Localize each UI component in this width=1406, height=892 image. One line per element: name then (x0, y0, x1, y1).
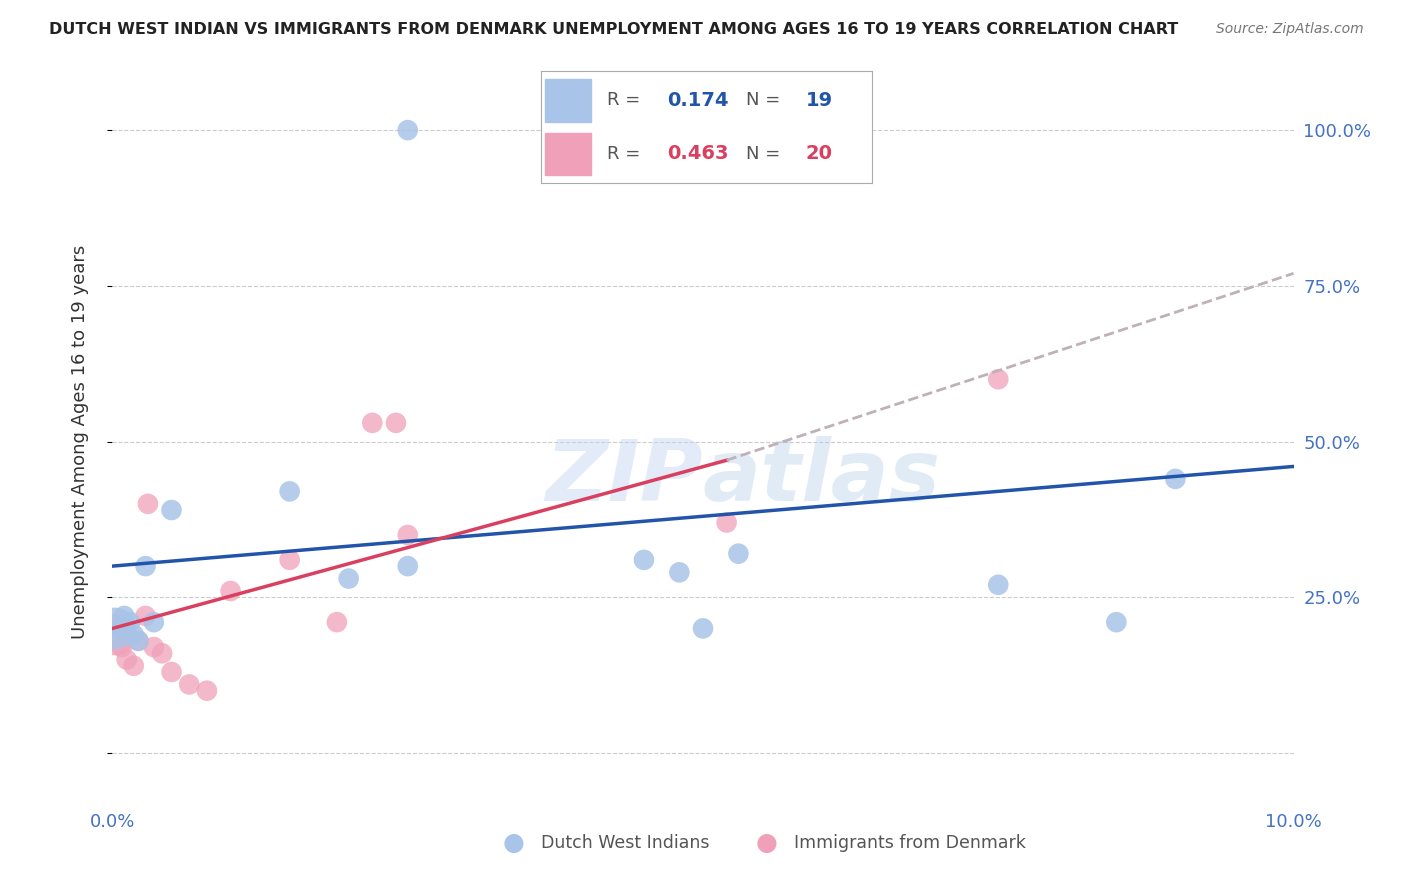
Text: Immigrants from Denmark: Immigrants from Denmark (794, 834, 1026, 852)
Point (104, 627, 127, 641)
Text: ●: ● (502, 831, 524, 855)
Text: R =: R = (607, 91, 647, 110)
Point (127, 633, 149, 648)
Text: atlas: atlas (703, 436, 941, 519)
Point (142, 640, 165, 654)
Text: Dutch West Indians: Dutch West Indians (541, 834, 710, 852)
Point (115, 652, 138, 666)
Point (111, 640, 134, 654)
Point (122, 627, 145, 641)
Point (396, 528, 419, 542)
Point (127, 633, 149, 648)
Text: N =: N = (747, 145, 786, 163)
Point (150, 646, 173, 660)
Point (668, 566, 690, 580)
Text: R =: R = (607, 145, 647, 163)
Text: Source: ZipAtlas.com: Source: ZipAtlas.com (1216, 22, 1364, 37)
Point (987, 372, 1010, 386)
Bar (544, 133, 591, 175)
Bar (544, 79, 591, 121)
Point (727, 547, 749, 561)
Point (142, 615, 165, 630)
Point (385, 416, 408, 430)
Point (104, 621, 127, 635)
Point (160, 665, 183, 679)
Text: ●: ● (755, 831, 778, 855)
Point (160, 503, 183, 517)
Point (135, 609, 157, 624)
Point (337, 572, 360, 586)
Y-axis label: Unemployment Among Ages 16 to 19 years: Unemployment Among Ages 16 to 19 years (70, 244, 89, 639)
Point (278, 484, 301, 499)
Point (396, 559, 419, 574)
Point (1105, 615, 1128, 630)
Text: ZIP: ZIP (546, 436, 703, 519)
Point (1164, 472, 1187, 486)
Point (135, 559, 157, 574)
Point (716, 516, 738, 530)
Text: N =: N = (747, 91, 786, 110)
Point (195, 683, 218, 698)
Point (219, 584, 242, 599)
Point (692, 621, 714, 635)
Point (120, 615, 142, 630)
Point (987, 578, 1010, 592)
Point (136, 497, 159, 511)
Text: 0.174: 0.174 (666, 91, 728, 110)
Point (112, 609, 135, 624)
Point (633, 553, 655, 567)
Point (107, 621, 129, 635)
Text: 0.463: 0.463 (666, 145, 728, 163)
Text: DUTCH WEST INDIAN VS IMMIGRANTS FROM DENMARK UNEMPLOYMENT AMONG AGES 16 TO 19 YE: DUTCH WEST INDIAN VS IMMIGRANTS FROM DEN… (49, 22, 1178, 37)
Point (122, 658, 145, 673)
Point (107, 621, 129, 635)
Text: 20: 20 (806, 145, 832, 163)
Point (278, 553, 301, 567)
Point (396, 123, 419, 137)
Point (179, 677, 201, 691)
Point (361, 416, 384, 430)
Text: 19: 19 (806, 91, 832, 110)
Point (326, 615, 349, 630)
